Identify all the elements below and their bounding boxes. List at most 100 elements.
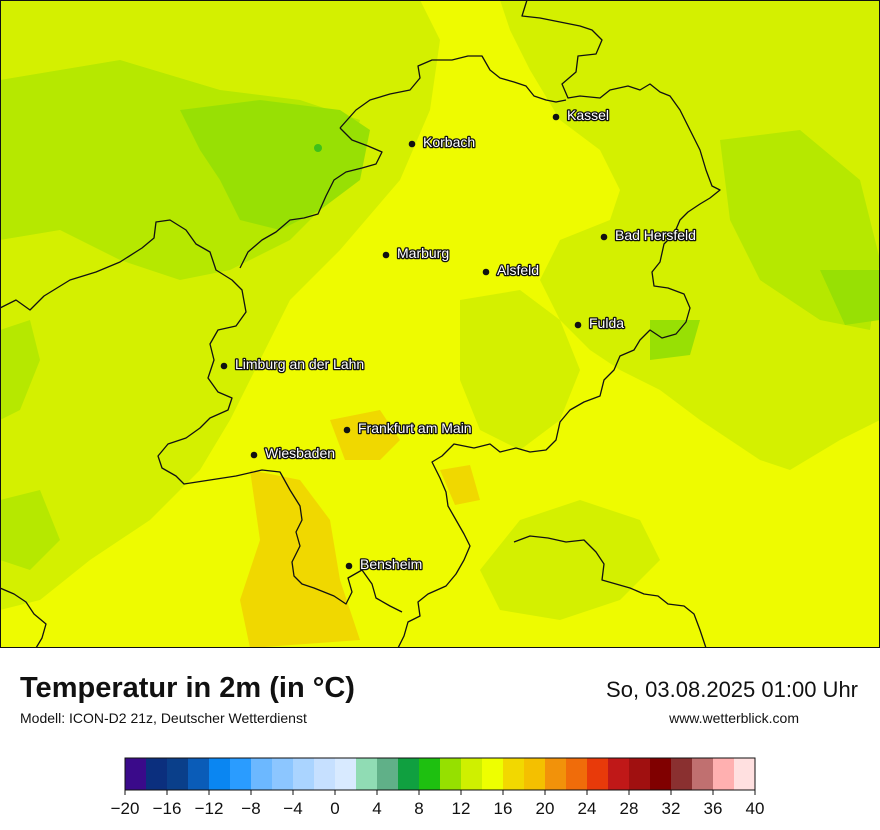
city-marburg: Marburg [382, 244, 450, 262]
colorbar-tick-label: 24 [578, 799, 597, 818]
city-alsfeld: Alsfeld [482, 261, 540, 279]
colorbar-swatch [419, 758, 441, 790]
city-dot [343, 426, 351, 434]
map-title: Temperatur in 2m (in °C) [20, 672, 355, 704]
website-label: www.wetterblick.com [669, 710, 799, 726]
colorbar-swatch [125, 758, 147, 790]
colorbar-tick-label: −12 [195, 799, 224, 818]
colorbar-swatch [209, 758, 231, 790]
colorbar-swatch [272, 758, 294, 790]
city-dot [250, 451, 258, 459]
colorbar-swatch [734, 758, 756, 790]
city-label: Fulda [589, 315, 624, 331]
colorbar-swatch [398, 758, 420, 790]
city-markers: Kassel Korbach Bad Hersfeld Marburg Alsf… [220, 106, 697, 573]
colorbar-tick-label: 16 [494, 799, 513, 818]
city-bad-hersfeld: Bad Hersfeld [600, 226, 697, 244]
city-label: Korbach [423, 134, 475, 150]
colorbar-tick-label: 36 [704, 799, 723, 818]
city-label: Limburg an der Lahn [235, 356, 364, 372]
colorbar-tick-label: −16 [153, 799, 182, 818]
colorbar-tick-label: 40 [746, 799, 765, 818]
city-label: Bensheim [360, 556, 422, 572]
colorbar-swatch [713, 758, 735, 790]
colorbar-swatch [650, 758, 672, 790]
colorbar-swatch [671, 758, 693, 790]
colorbar-swatch [503, 758, 525, 790]
colorbar-swatch [692, 758, 714, 790]
state-border-north [339, 55, 567, 129]
colorbar-ticks: −20 −16 −12 −8 −4 0 4 8 12 16 20 24 28 32 36 40 [111, 790, 765, 818]
colorbar-swatch [356, 758, 378, 790]
zone-fulda-green [650, 320, 700, 360]
zone-southeast-yellow-green [480, 500, 660, 620]
model-source: Modell: ICON-D2 21z, Deutscher Wetterdie… [20, 710, 307, 726]
colorbar-swatches [125, 758, 756, 790]
colorbar-tick-label: 4 [372, 799, 381, 818]
zone-green-north [180, 100, 370, 230]
city-dot [482, 268, 490, 276]
city-label: Marburg [397, 245, 449, 261]
colorbar-swatch [524, 758, 546, 790]
zone-west-south-green [0, 490, 60, 570]
colorbar-swatch [335, 758, 357, 790]
zone-warm-east [440, 465, 480, 505]
city-label: Wiesbaden [265, 445, 335, 461]
city-dot [220, 362, 228, 370]
state-border-southeast [513, 535, 707, 648]
colorbar-swatch [587, 758, 609, 790]
colorbar-swatch [629, 758, 651, 790]
zone-warm-frankfurt [330, 410, 400, 460]
zone-warm-rhine [240, 470, 360, 648]
colorbar-tick-label: 0 [330, 799, 339, 818]
city-label: Kassel [567, 107, 609, 123]
city-dot [600, 233, 608, 241]
state-border-southwest [0, 587, 47, 648]
colorbar-tick-label: −20 [111, 799, 140, 818]
forecast-datetime: So, 03.08.2025 01:00 Uhr [606, 677, 858, 702]
colorbar-swatch [230, 758, 252, 790]
city-dot [574, 321, 582, 329]
colorbar-tick-label: −4 [283, 799, 302, 818]
city-limburg: Limburg an der Lahn [220, 355, 366, 373]
city-frankfurt: Frankfurt am Main [343, 419, 473, 437]
city-fulda: Fulda [574, 314, 626, 332]
zone-east-dark-green [820, 270, 880, 325]
colorbar-swatch [545, 758, 567, 790]
state-border-west [0, 219, 403, 613]
zone-east-strip [460, 290, 580, 450]
city-label: Frankfurt am Main [358, 420, 472, 436]
colorbar-swatch [377, 758, 399, 790]
colorbar-swatch [146, 758, 168, 790]
city-wiesbaden: Wiesbaden [250, 444, 336, 462]
city-bensheim: Bensheim [345, 555, 424, 573]
colorbar-tick-label: 8 [414, 799, 423, 818]
state-border [397, 0, 721, 648]
colorbar-tick-label: −8 [241, 799, 260, 818]
zone-northeast-yellow-green [500, 0, 880, 470]
colorbar-swatch [251, 758, 273, 790]
colorbar-tick-label: 20 [536, 799, 555, 818]
city-dot [382, 251, 390, 259]
zone-green-spot [314, 144, 322, 152]
state-border-northwest [239, 127, 383, 269]
city-dot [552, 113, 560, 121]
city-korbach: Korbach [408, 133, 476, 151]
colorbar-tick-label: 32 [662, 799, 681, 818]
temperature-colorbar: −20 −16 −12 −8 −4 0 4 8 12 16 20 24 28 32 36 40 [111, 757, 765, 818]
colorbar-swatch [293, 758, 315, 790]
colorbar-swatch [167, 758, 189, 790]
zone-west-edge-green [0, 320, 40, 420]
temperature-map: Kassel Korbach Bad Hersfeld Marburg Alsf… [0, 0, 880, 648]
colorbar-swatch [461, 758, 483, 790]
city-label: Alsfeld [497, 262, 539, 278]
colorbar-tick-label: 12 [452, 799, 471, 818]
colorbar-frame [124, 757, 756, 791]
colorbar-swatch [566, 758, 588, 790]
temperature-zones [0, 0, 880, 648]
colorbar-swatch [482, 758, 504, 790]
colorbar-swatch [314, 758, 336, 790]
city-dot [345, 562, 353, 570]
city-kassel: Kassel [552, 106, 610, 124]
city-label: Bad Hersfeld [615, 227, 696, 243]
